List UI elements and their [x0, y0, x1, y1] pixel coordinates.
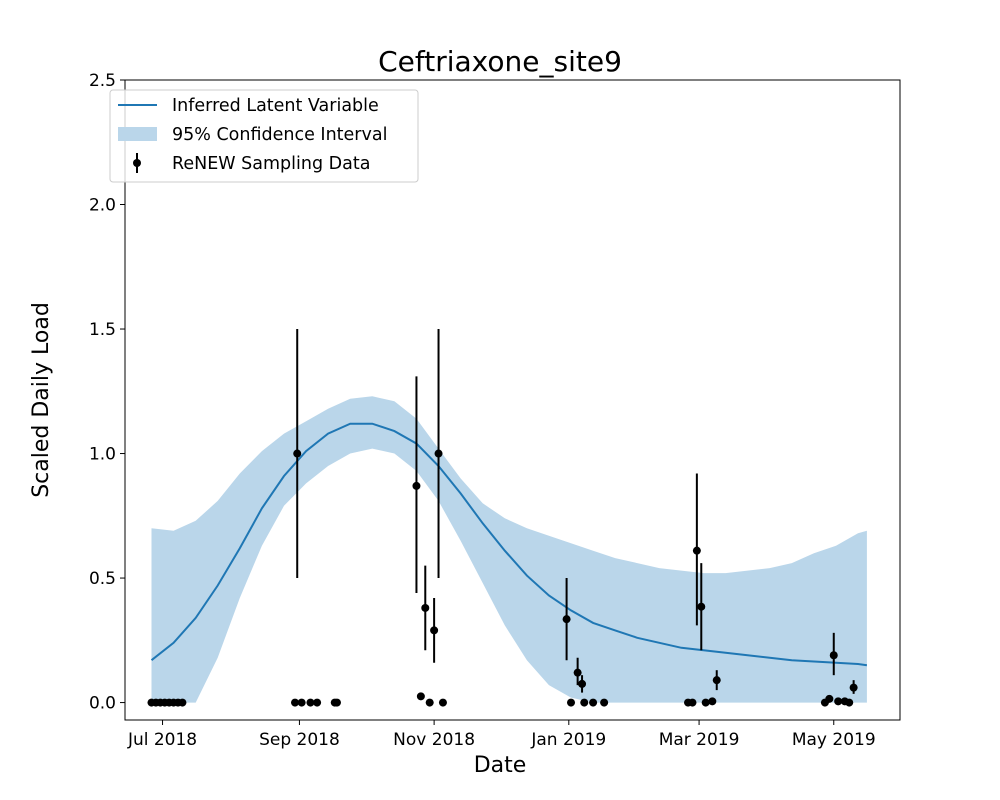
x-tick-label: Jan 2019	[530, 730, 606, 750]
sample-point	[291, 698, 300, 707]
legend-entry-ci: 95% Confidence Interval	[172, 125, 387, 145]
sample-point	[573, 668, 582, 677]
sample-point	[589, 698, 598, 707]
sample-point	[580, 698, 589, 707]
plot-frame	[124, 79, 901, 721]
sample-point	[825, 694, 834, 703]
sample-point	[849, 683, 858, 692]
legend: Inferred Latent Variable 95% Confidence …	[109, 89, 419, 183]
legend-box	[109, 89, 419, 183]
sample-point	[708, 697, 717, 706]
sample-point	[313, 698, 322, 707]
sample-point	[293, 449, 302, 458]
legend-entry-samples: ReNEW Sampling Data	[172, 154, 370, 174]
x-axis-label: Date	[474, 753, 527, 778]
sample-point	[712, 676, 721, 685]
sample-point	[438, 698, 447, 707]
y-tick-label: 0.0	[89, 694, 116, 714]
sample-point	[297, 698, 306, 707]
sample-point	[845, 698, 854, 707]
sample-point	[412, 481, 421, 490]
y-tick-label: 1.0	[89, 445, 116, 465]
x-tick-label: Sep 2018	[259, 730, 340, 750]
x-tick-label: Mar 2019	[659, 730, 740, 750]
sample-point	[692, 546, 701, 555]
sample-point	[600, 698, 609, 707]
sample-point	[562, 615, 571, 624]
y-tick-label: 1.5	[89, 320, 116, 340]
legend-band-swatch	[118, 127, 157, 141]
sample-point	[688, 698, 697, 707]
x-tick-label: May 2019	[792, 730, 876, 750]
latent-variable-line	[150, 422, 868, 667]
x-tick-label: Jul 2018	[127, 730, 197, 750]
confidence-band	[151, 396, 867, 703]
sample-point	[578, 679, 587, 688]
sample-point	[425, 698, 434, 707]
y-tick-label: 2.0	[89, 196, 116, 216]
sample-point	[306, 698, 315, 707]
chart-title: Ceftriaxone_site9	[378, 45, 622, 78]
sample-point	[701, 698, 710, 707]
sample-point	[829, 651, 838, 660]
y-axis-label: Scaled Daily Load	[29, 302, 54, 498]
sample-point	[697, 602, 706, 611]
legend-point-swatch	[133, 159, 141, 167]
sample-point	[430, 626, 439, 635]
sample-point	[434, 449, 443, 458]
plot-area	[147, 329, 868, 707]
sample-point	[332, 698, 341, 707]
y-tick-label: 0.5	[89, 569, 116, 589]
sample-point	[421, 603, 430, 612]
sample-point	[178, 698, 187, 707]
sample-point	[834, 697, 843, 706]
legend-entry-latent: Inferred Latent Variable	[172, 96, 379, 116]
x-tick-label: Nov 2018	[393, 730, 475, 750]
sample-point	[416, 692, 425, 701]
sample-point	[567, 698, 576, 707]
y-tick-label: 2.5	[89, 71, 116, 91]
axes: 0.0 0.5 1.0 1.5 2.0 2.5 Jul 2018 Sep 2018 Nov 20…	[89, 71, 876, 750]
